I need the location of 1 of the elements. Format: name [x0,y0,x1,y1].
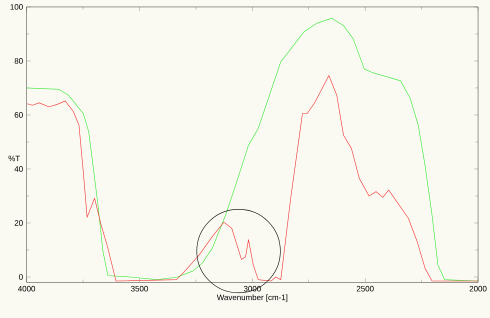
line-series [26,75,478,282]
